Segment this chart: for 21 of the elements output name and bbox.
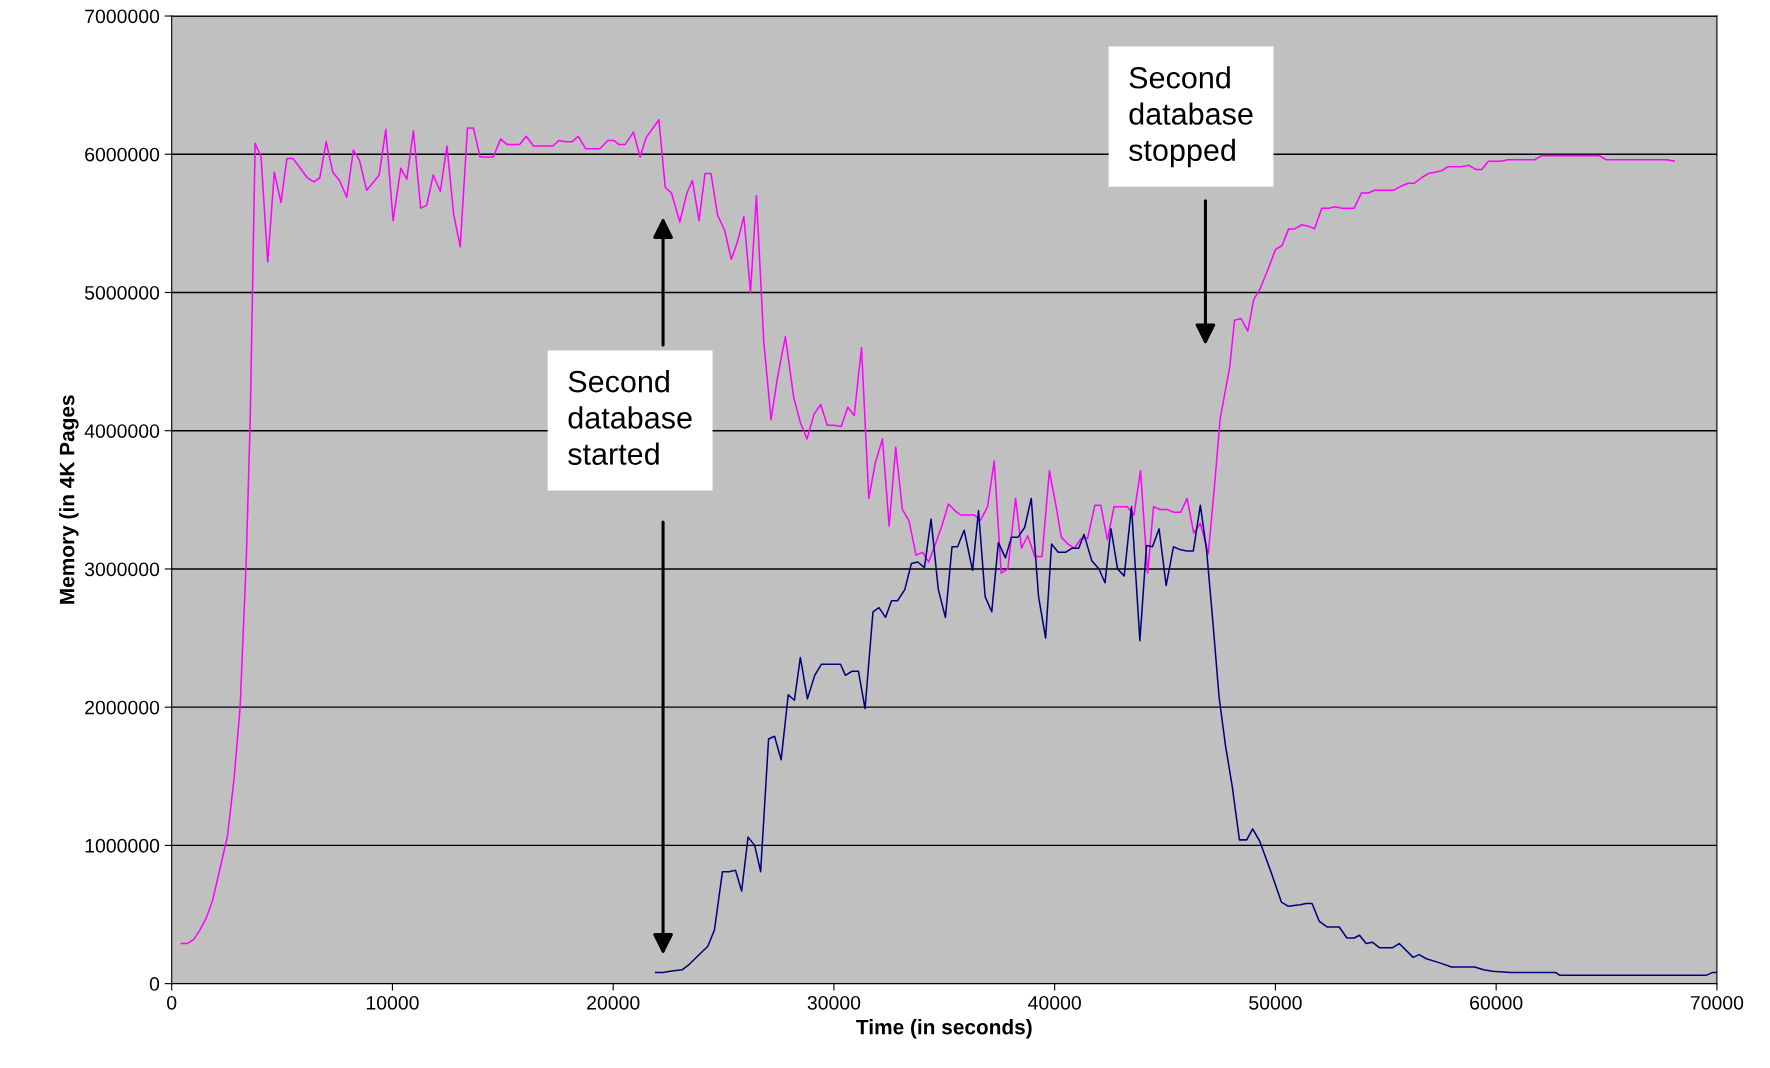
line-series [655,497,1717,977]
x-tick-label: 20000 [587,995,640,1010]
y-tick-label: 7000000 [85,9,160,24]
x-tick-label: 10000 [366,995,419,1010]
y-tick-label: 3000000 [84,562,160,577]
y-tick-label: 0 [149,977,160,991]
y-axis-title: Memory (in 4K Pages [59,395,79,604]
x-tick-label: 50000 [1249,995,1302,1010]
y-tick-label: 4000000 [84,424,160,438]
x-tick-label: 30000 [807,995,861,1010]
y-tick-label: 1000000 [85,838,160,853]
x-tick-label: 60000 [1470,995,1523,1010]
x-tick-label: 70000 [1690,995,1744,1010]
y-tick-label: 2000000 [85,700,160,715]
x-tick-label: 0 [167,995,177,1010]
y-tick-label: 6000000 [85,147,160,162]
annotation: Second database stopped [1129,66,1253,168]
x-axis-title: Time (in seconds) [856,1019,1032,1039]
y-tick-label: 5000000 [84,285,160,300]
x-tick-label: 40000 [1028,995,1081,1010]
annotation: Second database started [568,370,692,465]
